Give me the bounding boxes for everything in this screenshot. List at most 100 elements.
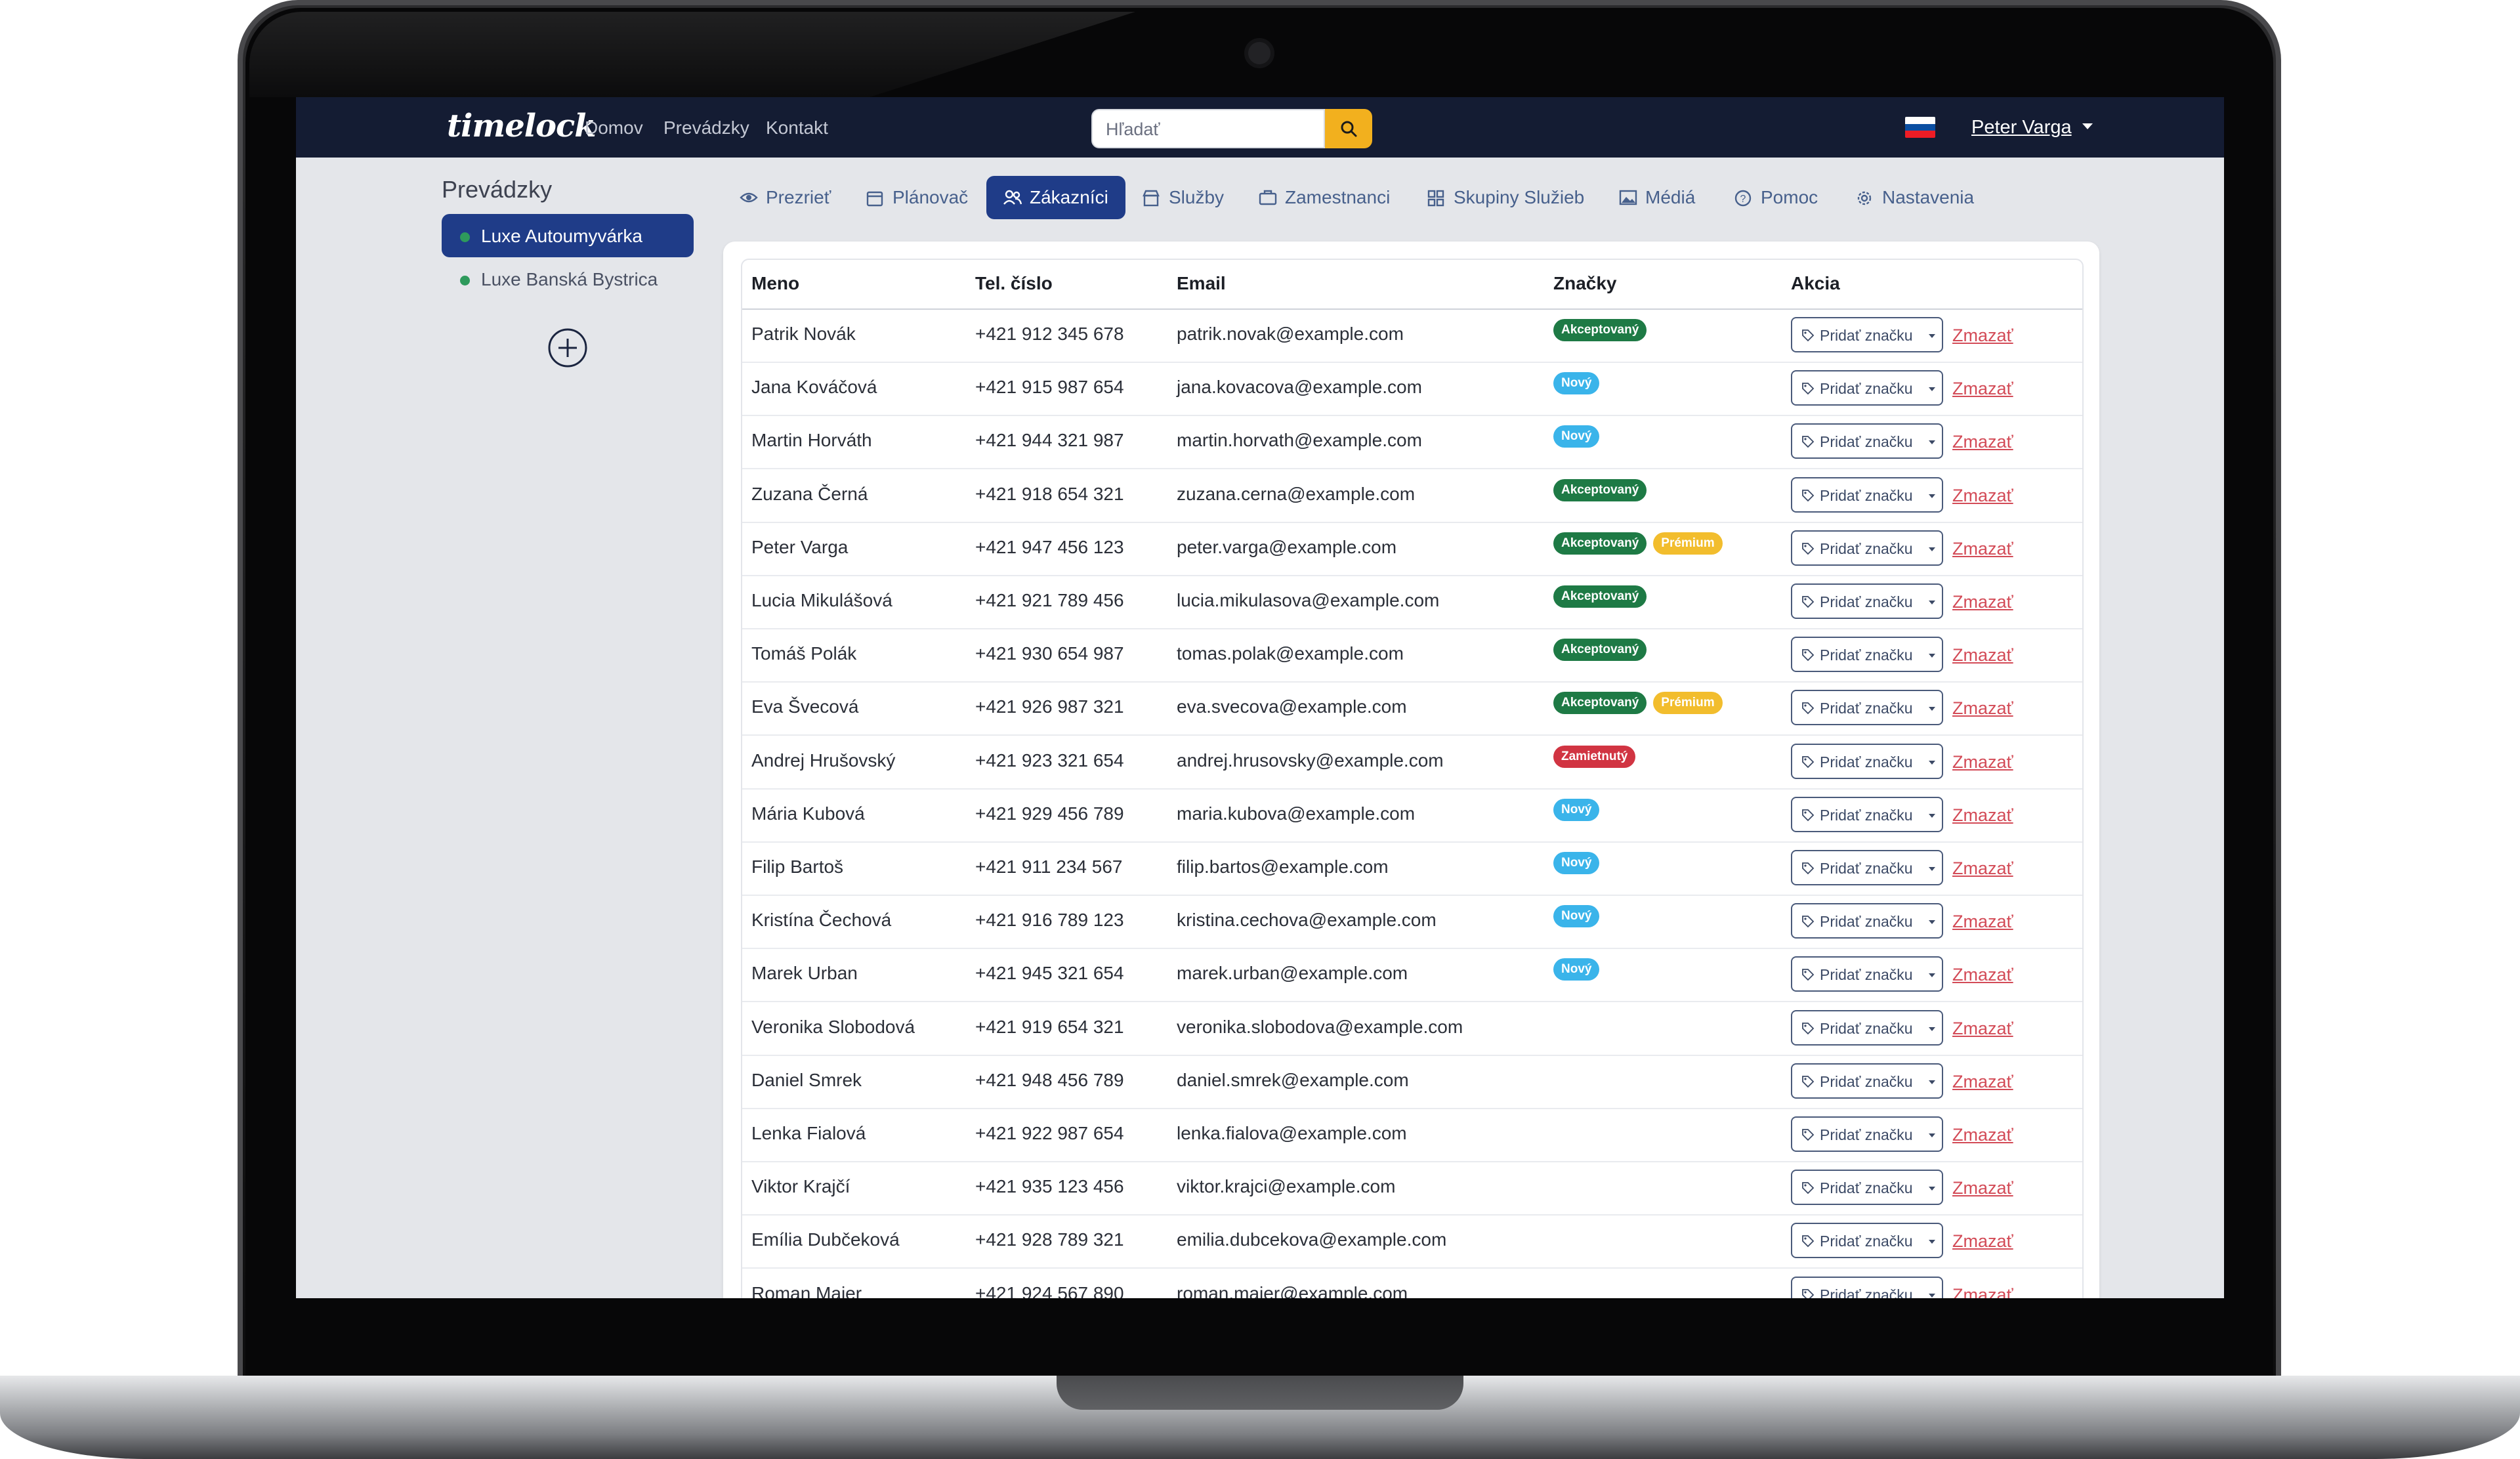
add-tag-button[interactable]: Pridať značku — [1791, 1223, 1943, 1259]
tag-list: Akceptovaný — [1553, 478, 1653, 503]
user-menu[interactable]: Peter Varga — [1971, 117, 2072, 138]
add-tag-label: Pridať značku — [1820, 593, 1913, 610]
delete-link[interactable]: Zmazať — [1952, 858, 2013, 878]
delete-link[interactable]: Zmazať — [1952, 432, 2013, 452]
add-tag-button[interactable]: Pridať značku — [1791, 370, 1943, 406]
tab-service-groups[interactable]: Skupiny Služieb — [1427, 176, 1591, 219]
table-row: Eva Švecová +421 926 987 321 eva.svecova@e… — [742, 683, 2082, 736]
tag-icon — [1802, 755, 1815, 768]
sidebar-item-label: Luxe Autoumyvárka — [481, 226, 642, 246]
language-flag-icon[interactable] — [1905, 117, 1935, 138]
add-tag-button[interactable]: Pridať značku — [1791, 1063, 1943, 1099]
nav-link-venues[interactable]: Prevádzky — [663, 117, 749, 138]
table-row: Martin Horváth +421 944 321 987 martin.hor… — [742, 416, 2082, 470]
delete-link[interactable]: Zmazať — [1952, 645, 2013, 666]
add-tag-button[interactable]: Pridať značku — [1791, 1170, 1943, 1206]
eye-icon — [740, 192, 758, 203]
tab-employees[interactable]: Zamestnanci — [1259, 176, 1410, 219]
customer-name: Lucia Mikulášová — [751, 590, 892, 610]
add-tag-button[interactable]: Pridať značku — [1791, 637, 1943, 673]
add-tag-label: Pridať značku — [1820, 966, 1913, 984]
delete-link[interactable]: Zmazať — [1952, 379, 2013, 399]
add-tag-button[interactable]: Pridať značku — [1791, 956, 1943, 992]
delete-link[interactable]: Zmazať — [1952, 592, 2013, 612]
sidebar-item-venue-2[interactable]: Luxe Banská Bystrica — [442, 257, 694, 301]
chevron-down-icon[interactable] — [2082, 123, 2093, 129]
search-button[interactable] — [1325, 109, 1372, 148]
add-tag-button[interactable]: Pridať značku — [1791, 1009, 1943, 1046]
add-tag-button[interactable]: Pridať značku — [1791, 850, 1943, 885]
delete-link[interactable]: Zmazať — [1952, 805, 2013, 825]
add-tag-button[interactable]: Pridať značku — [1791, 903, 1943, 939]
customer-phone: +421 945 321 654 — [975, 963, 1124, 984]
tab-customers[interactable]: Zákazníci — [986, 176, 1125, 219]
delete-link[interactable]: Zmazať — [1952, 326, 2013, 345]
delete-link[interactable]: Zmazať — [1952, 1284, 2013, 1298]
chevron-down-icon — [1929, 601, 1935, 604]
tag-icon — [1802, 489, 1815, 501]
customer-phone: +421 918 654 321 — [975, 483, 1124, 504]
delete-link[interactable]: Zmazať — [1952, 1071, 2013, 1091]
customer-phone: +421 947 456 123 — [975, 536, 1124, 557]
tag-badge-accepted: Akceptovaný — [1553, 478, 1647, 501]
add-tag-button[interactable]: Pridať značku — [1791, 690, 1943, 726]
column-header-email[interactable]: Email — [1177, 273, 1226, 293]
status-dot-icon — [460, 276, 470, 285]
add-tag-button[interactable]: Pridať značku — [1791, 583, 1943, 619]
delete-link[interactable]: Zmazať — [1952, 912, 2013, 932]
customer-name: Eva Švecová — [751, 696, 859, 717]
add-tag-button[interactable]: Pridať značku — [1791, 743, 1943, 779]
delete-link[interactable]: Zmazať — [1952, 1178, 2013, 1198]
tab-media[interactable]: Médiá — [1619, 176, 1704, 219]
customer-email: lenka.fialova@example.com — [1177, 1123, 1407, 1143]
delete-link[interactable]: Zmazať — [1952, 965, 2013, 985]
chevron-down-icon — [1929, 547, 1935, 551]
customer-phone: +421 911 234 567 — [975, 856, 1123, 877]
add-tag-label: Pridať značku — [1820, 646, 1913, 664]
store-icon — [1143, 190, 1160, 207]
tab-services[interactable]: Služby — [1143, 176, 1248, 219]
image-icon — [1619, 190, 1637, 205]
tab-help[interactable]: ? Pomoc — [1734, 176, 1833, 219]
delete-link[interactable]: Zmazať — [1952, 1018, 2013, 1038]
nav-link-home[interactable]: Domov — [585, 117, 643, 138]
column-header-phone[interactable]: Tel. číslo — [975, 273, 1053, 293]
tag-list: Akceptovaný Prémium — [1553, 692, 1729, 715]
column-header-name[interactable]: Meno — [751, 273, 800, 293]
tab-overview[interactable]: Prezrieť — [740, 176, 851, 219]
add-tag-button[interactable]: Pridať značku — [1791, 796, 1943, 832]
customer-email: eva.svecova@example.com — [1177, 696, 1407, 717]
customer-phone: +421 912 345 678 — [975, 324, 1124, 344]
tab-settings[interactable]: Nastavenia — [1856, 176, 1987, 219]
chevron-down-icon — [1929, 654, 1935, 658]
nav-link-contact[interactable]: Kontakt — [766, 117, 828, 138]
customer-email: martin.horvath@example.com — [1177, 430, 1422, 451]
delete-link[interactable]: Zmazať — [1952, 485, 2013, 505]
add-tag-label: Pridať značku — [1820, 913, 1913, 931]
delete-link[interactable]: Zmazať — [1952, 751, 2013, 772]
add-tag-button[interactable]: Pridať značku — [1791, 317, 1943, 352]
customer-email: tomas.polak@example.com — [1177, 643, 1404, 664]
tag-list: Nový — [1553, 852, 1606, 876]
add-venue-icon[interactable] — [547, 327, 589, 369]
add-tag-button[interactable]: Pridať značku — [1791, 476, 1943, 513]
app-logo[interactable]: timelock — [447, 108, 596, 144]
add-tag-label: Pridať značku — [1820, 1286, 1913, 1298]
add-tag-button[interactable]: Pridať značku — [1791, 1116, 1943, 1152]
delete-link[interactable]: Zmazať — [1952, 1125, 2013, 1145]
customer-email: jana.kovacova@example.com — [1177, 377, 1422, 398]
column-header-tags[interactable]: Značky — [1553, 273, 1617, 293]
top-navbar: timelock Domov Prevádzky Kontakt Hľadať … — [296, 97, 2224, 158]
add-tag-button[interactable]: Pridať značku — [1791, 530, 1943, 566]
add-tag-button[interactable]: Pridať značku — [1791, 423, 1943, 459]
add-tag-button[interactable]: Pridať značku — [1791, 1276, 1943, 1298]
table-row: Tomáš Polák +421 930 654 987 tomas.polak@e… — [742, 629, 2082, 683]
search-input[interactable]: Hľadať — [1091, 109, 1325, 148]
table-row: Daniel Smrek +421 948 456 789 daniel.smrek… — [742, 1056, 2082, 1109]
tab-label: Pomoc — [1761, 187, 1818, 207]
delete-link[interactable]: Zmazať — [1952, 1231, 2013, 1252]
delete-link[interactable]: Zmazať — [1952, 538, 2013, 559]
sidebar-item-venue-1[interactable]: Luxe Autoumyvárka — [442, 214, 694, 257]
tab-planner[interactable]: Plánovač — [866, 176, 984, 219]
delete-link[interactable]: Zmazať — [1952, 698, 2013, 719]
